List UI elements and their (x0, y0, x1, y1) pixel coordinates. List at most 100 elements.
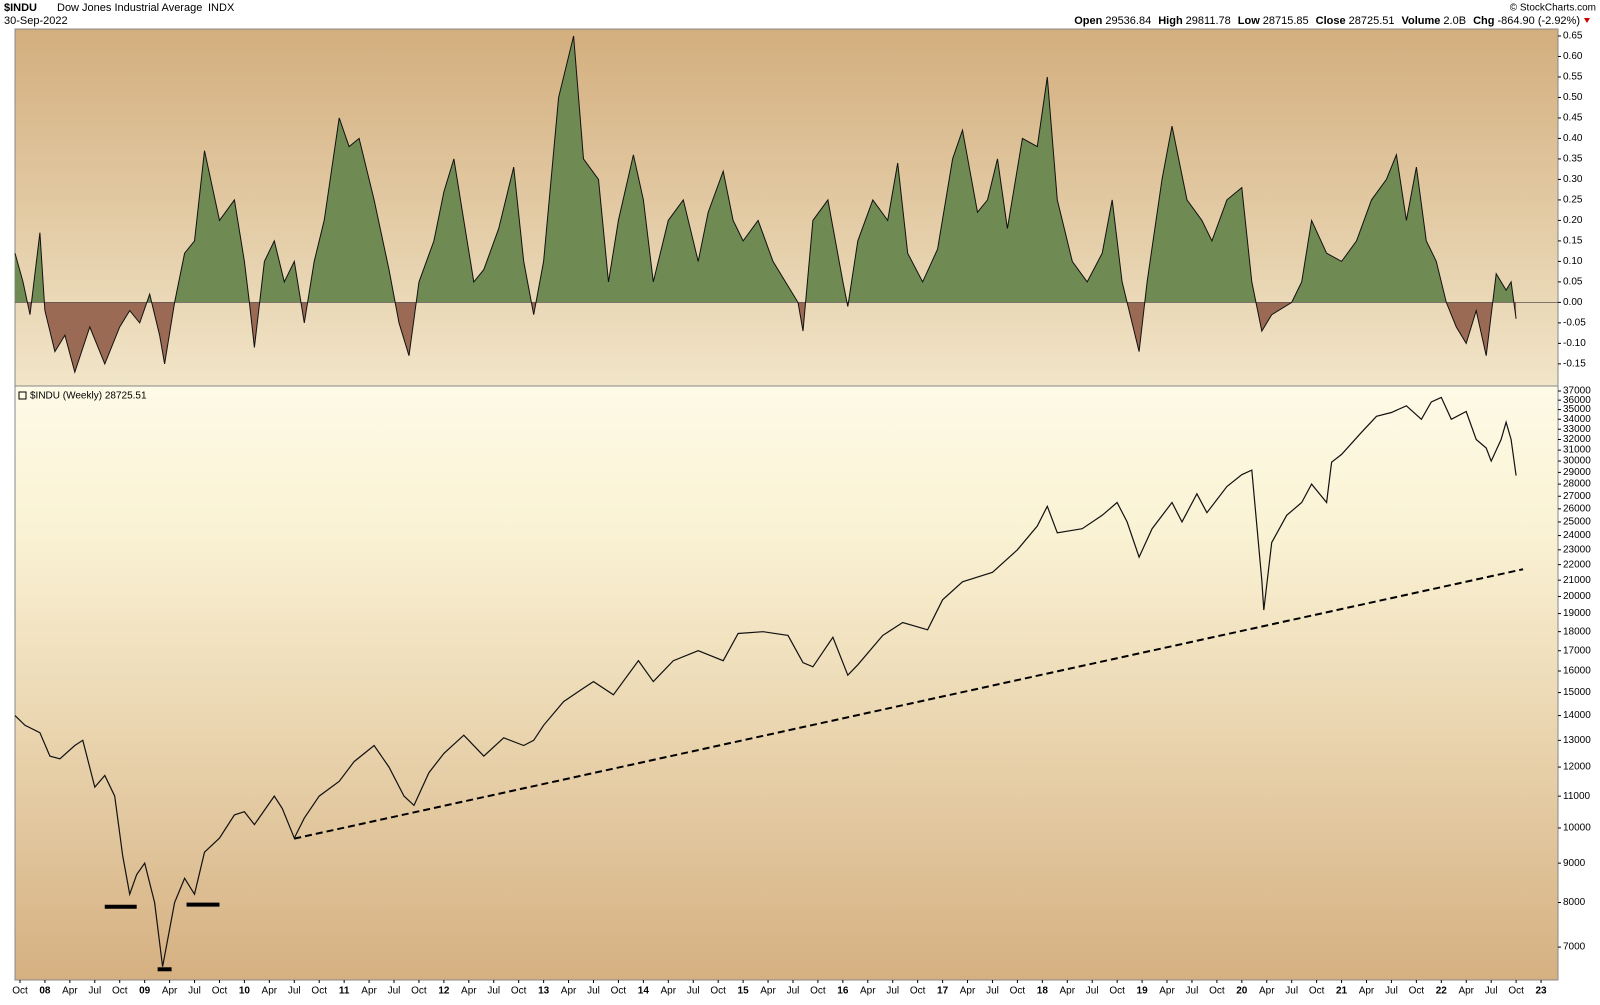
security-name: Dow Jones Industrial Average (57, 2, 202, 14)
y-tick-label: 0.50 (1563, 92, 1583, 103)
y-tick-label: 0.35 (1563, 154, 1583, 165)
y-tick-label: 34000 (1563, 414, 1591, 425)
x-tick-label: 11 (339, 986, 350, 997)
price-line (14, 396, 1517, 967)
y-tick-label: 31000 (1563, 445, 1591, 456)
y-tick-label: 21000 (1563, 575, 1591, 586)
x-tick-label: Jul (687, 986, 700, 997)
y-tick-label: -0.10 (1563, 338, 1586, 349)
y-tick-label: 8000 (1563, 897, 1586, 908)
trendline (294, 568, 1524, 840)
legend-icon (18, 391, 27, 400)
x-tick-label: 12 (438, 986, 450, 997)
panel-bottom (14, 385, 1559, 981)
x-tick-label: Apr (1458, 986, 1474, 997)
x-tick-label: 15 (738, 986, 750, 997)
y-tick-label: 10000 (1563, 823, 1591, 834)
y-tick-label: 0.25 (1563, 195, 1583, 206)
y-tick-label: 7000 (1563, 942, 1586, 953)
y-tick-label: 27000 (1563, 491, 1591, 502)
ohlc-value: 29536.84 (1105, 15, 1151, 27)
x-tick-label: Oct (311, 986, 327, 997)
credit: © StockCharts.com (1510, 3, 1596, 14)
y-tick-label: 0.30 (1563, 174, 1583, 185)
x-tick-label: Jul (487, 986, 500, 997)
x-tick-label: 17 (937, 986, 949, 997)
exchange: INDX (208, 2, 235, 14)
y-tick-label: -0.05 (1563, 318, 1586, 329)
y-tick-label: 33000 (1563, 424, 1591, 435)
ohlc-label: Close (1316, 15, 1346, 27)
ohlc-value: -864.90 (-2.92%) (1497, 15, 1580, 27)
y-tick-label: 18000 (1563, 626, 1591, 637)
x-tick-label: 14 (638, 986, 650, 997)
x-tick-label: Apr (62, 986, 78, 997)
area-line (14, 35, 1517, 374)
x-tick-label: Apr (1059, 986, 1075, 997)
x-tick-label: 18 (1037, 986, 1049, 997)
x-tick-label: Oct (611, 986, 627, 997)
y-tick-label: -0.15 (1563, 359, 1586, 370)
x-tick-label: Jul (188, 986, 201, 997)
y-tick-label: 28000 (1563, 479, 1591, 490)
y-tick-label: 13000 (1563, 735, 1591, 746)
y-tick-label: 0.05 (1563, 277, 1583, 288)
y-tick-label: 0.10 (1563, 256, 1583, 267)
x-tick-label: Oct (910, 986, 926, 997)
panel-top (14, 28, 1559, 387)
x-tick-label: Oct (12, 986, 28, 997)
y-tick-label: 26000 (1563, 503, 1591, 514)
x-tick-label: Apr (361, 986, 377, 997)
y-tick-label: 20000 (1563, 591, 1591, 602)
ohlc-label: Chg (1473, 15, 1494, 27)
x-tick-label: Apr (661, 986, 677, 997)
x-tick-label: Oct (1309, 986, 1325, 997)
x-tick-label: Oct (511, 986, 527, 997)
x-tick-label: 19 (1137, 986, 1149, 997)
x-tick-label: 10 (239, 986, 251, 997)
x-tick-label: Apr (760, 986, 776, 997)
y-tick-label: 24000 (1563, 530, 1591, 541)
y-tick-label: 30000 (1563, 456, 1591, 467)
x-tick-label: Jul (1086, 986, 1099, 997)
x-tick-label: Jul (787, 986, 800, 997)
y-tick-label: 19000 (1563, 608, 1591, 619)
ohlc-value: 28715.85 (1263, 15, 1309, 27)
x-tick-label: Jul (886, 986, 899, 997)
x-tick-label: Jul (388, 986, 401, 997)
ohlc-label: Volume (1402, 15, 1441, 27)
x-tick-label: Apr (162, 986, 178, 997)
x-tick-label: 22 (1436, 986, 1448, 997)
x-tick-label: 21 (1336, 986, 1348, 997)
y-tick-label: 15000 (1563, 687, 1591, 698)
legend: $INDU (Weekly) 28725.51 (30, 391, 147, 402)
ohlc-value: 28725.51 (1349, 15, 1395, 27)
x-tick-label: 23 (1535, 986, 1547, 997)
ohlc: Open 29536.84 High 29811.78 Low 28715.85 Close… (1074, 15, 1580, 27)
x-tick-label: Apr (860, 986, 876, 997)
y-tick-label: 0.40 (1563, 133, 1583, 144)
x-tick-label: 16 (837, 986, 849, 997)
x-tick-label: Jul (1285, 986, 1298, 997)
ohlc-value: 29811.78 (1186, 15, 1231, 27)
y-tick-label: 17000 (1563, 645, 1591, 656)
y-tick-label: 23000 (1563, 544, 1591, 555)
x-tick-label: Oct (112, 986, 128, 997)
x-tick-label: Oct (1109, 986, 1125, 997)
date: 30-Sep-2022 (4, 15, 68, 27)
area-positive (15, 36, 1514, 303)
x-tick-label: 20 (1236, 986, 1248, 997)
y-tick-label: 0.45 (1563, 113, 1583, 124)
ohlc-label: High (1158, 15, 1183, 27)
ohlc-label: Low (1238, 15, 1260, 27)
x-tick-label: Jul (1485, 986, 1498, 997)
x-tick-label: Oct (1409, 986, 1425, 997)
y-tick-label: 35000 (1563, 404, 1591, 415)
x-tick-label: Oct (1010, 986, 1026, 997)
x-tick-label: 13 (538, 986, 550, 997)
x-tick-label: Oct (1209, 986, 1225, 997)
y-tick-label: 16000 (1563, 666, 1591, 677)
y-tick-label: 25000 (1563, 517, 1591, 528)
y-tick-label: 0.15 (1563, 236, 1583, 247)
